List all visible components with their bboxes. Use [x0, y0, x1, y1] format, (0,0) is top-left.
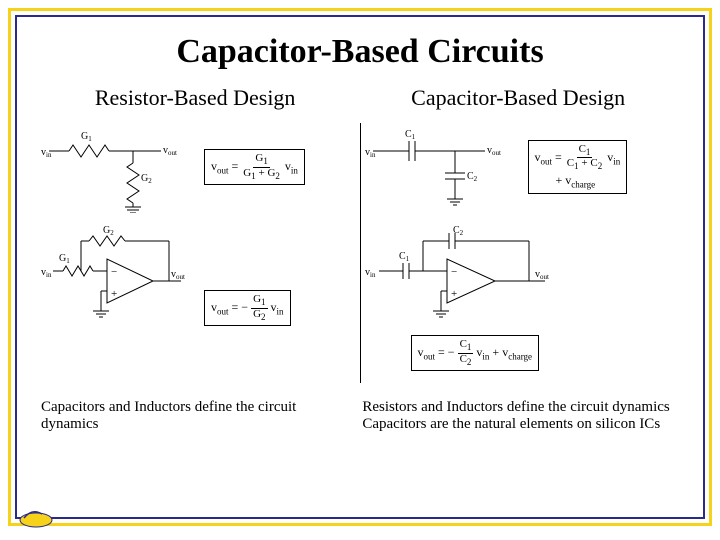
- footer-notes: Capacitors and Inductors define the circ…: [37, 399, 683, 433]
- svg-text:C2: C2: [467, 171, 478, 183]
- outer-frame: Capacitor-Based Circuits Resistor-Based …: [8, 8, 712, 526]
- left-note: Capacitors and Inductors define the circ…: [41, 399, 332, 433]
- svg-text:−: −: [451, 266, 457, 278]
- svg-text:G1: G1: [59, 253, 70, 265]
- right-note-1: Resistors and Inductors define the circu…: [362, 399, 669, 415]
- columns: vin G1 vout G2: [37, 117, 683, 397]
- left-top-row: vin G1 vout G2: [41, 121, 360, 213]
- left-bottom-row: G2 vin G1 − +: [41, 223, 360, 343]
- svg-text:G2: G2: [103, 225, 114, 237]
- right-column: vin C1 vout C2: [361, 117, 684, 397]
- svg-text:vin: vin: [41, 267, 52, 279]
- slide-content: Capacitor-Based Circuits Resistor-Based …: [17, 17, 703, 517]
- svg-text:vin: vin: [41, 147, 52, 159]
- capacitor-divider-diagram: vin C1 vout C2: [365, 121, 520, 213]
- eq-num: G1: [253, 153, 269, 168]
- left-subtitle: Resistor-Based Design: [95, 85, 296, 111]
- right-note-2: Capacitors are the natural elements on s…: [362, 416, 660, 432]
- svg-text:vin: vin: [365, 147, 376, 159]
- svg-text:C1: C1: [405, 129, 416, 141]
- left-column: vin G1 vout G2: [37, 117, 360, 397]
- right-top-row: vin C1 vout C2: [365, 121, 684, 213]
- left-bottom-equation: vout = − G1G2 vin: [204, 290, 291, 326]
- right-bottom-row: C2 vin: [365, 223, 684, 371]
- svg-text:vout: vout: [487, 145, 501, 157]
- svg-text:vout: vout: [163, 145, 177, 157]
- svg-text:vout: vout: [171, 269, 185, 281]
- inner-frame: Capacitor-Based Circuits Resistor-Based …: [15, 15, 705, 519]
- svg-text:vin: vin: [365, 267, 376, 279]
- right-top-equation: vout = C1C1 + C2 vin + vcharge: [528, 140, 628, 195]
- resistor-opamp-diagram: G2 vin G1 − +: [41, 223, 196, 343]
- corner-logo-icon: [18, 504, 54, 528]
- svg-text:G1: G1: [81, 131, 92, 143]
- svg-text:+: +: [111, 288, 117, 300]
- svg-text:C1: C1: [399, 251, 410, 263]
- svg-text:G2: G2: [141, 173, 152, 185]
- page-title: Capacitor-Based Circuits: [37, 33, 683, 71]
- right-subtitle: Capacitor-Based Design: [411, 85, 625, 111]
- capacitor-opamp-diagram: C2 vin: [365, 223, 565, 333]
- resistor-divider-diagram: vin G1 vout G2: [41, 121, 196, 213]
- subtitles-row: Resistor-Based Design Capacitor-Based De…: [37, 85, 683, 111]
- svg-text:vout: vout: [535, 269, 549, 281]
- right-note: Resistors and Inductors define the circu…: [362, 399, 679, 433]
- right-bottom-equation: vout = − C1C2 vin + vcharge: [411, 335, 540, 371]
- left-top-equation: vout = G1G1 + G2 vin: [204, 149, 305, 185]
- svg-text:−: −: [111, 266, 117, 278]
- svg-text:+: +: [451, 288, 457, 300]
- eq-den: G1 + G2: [241, 168, 282, 182]
